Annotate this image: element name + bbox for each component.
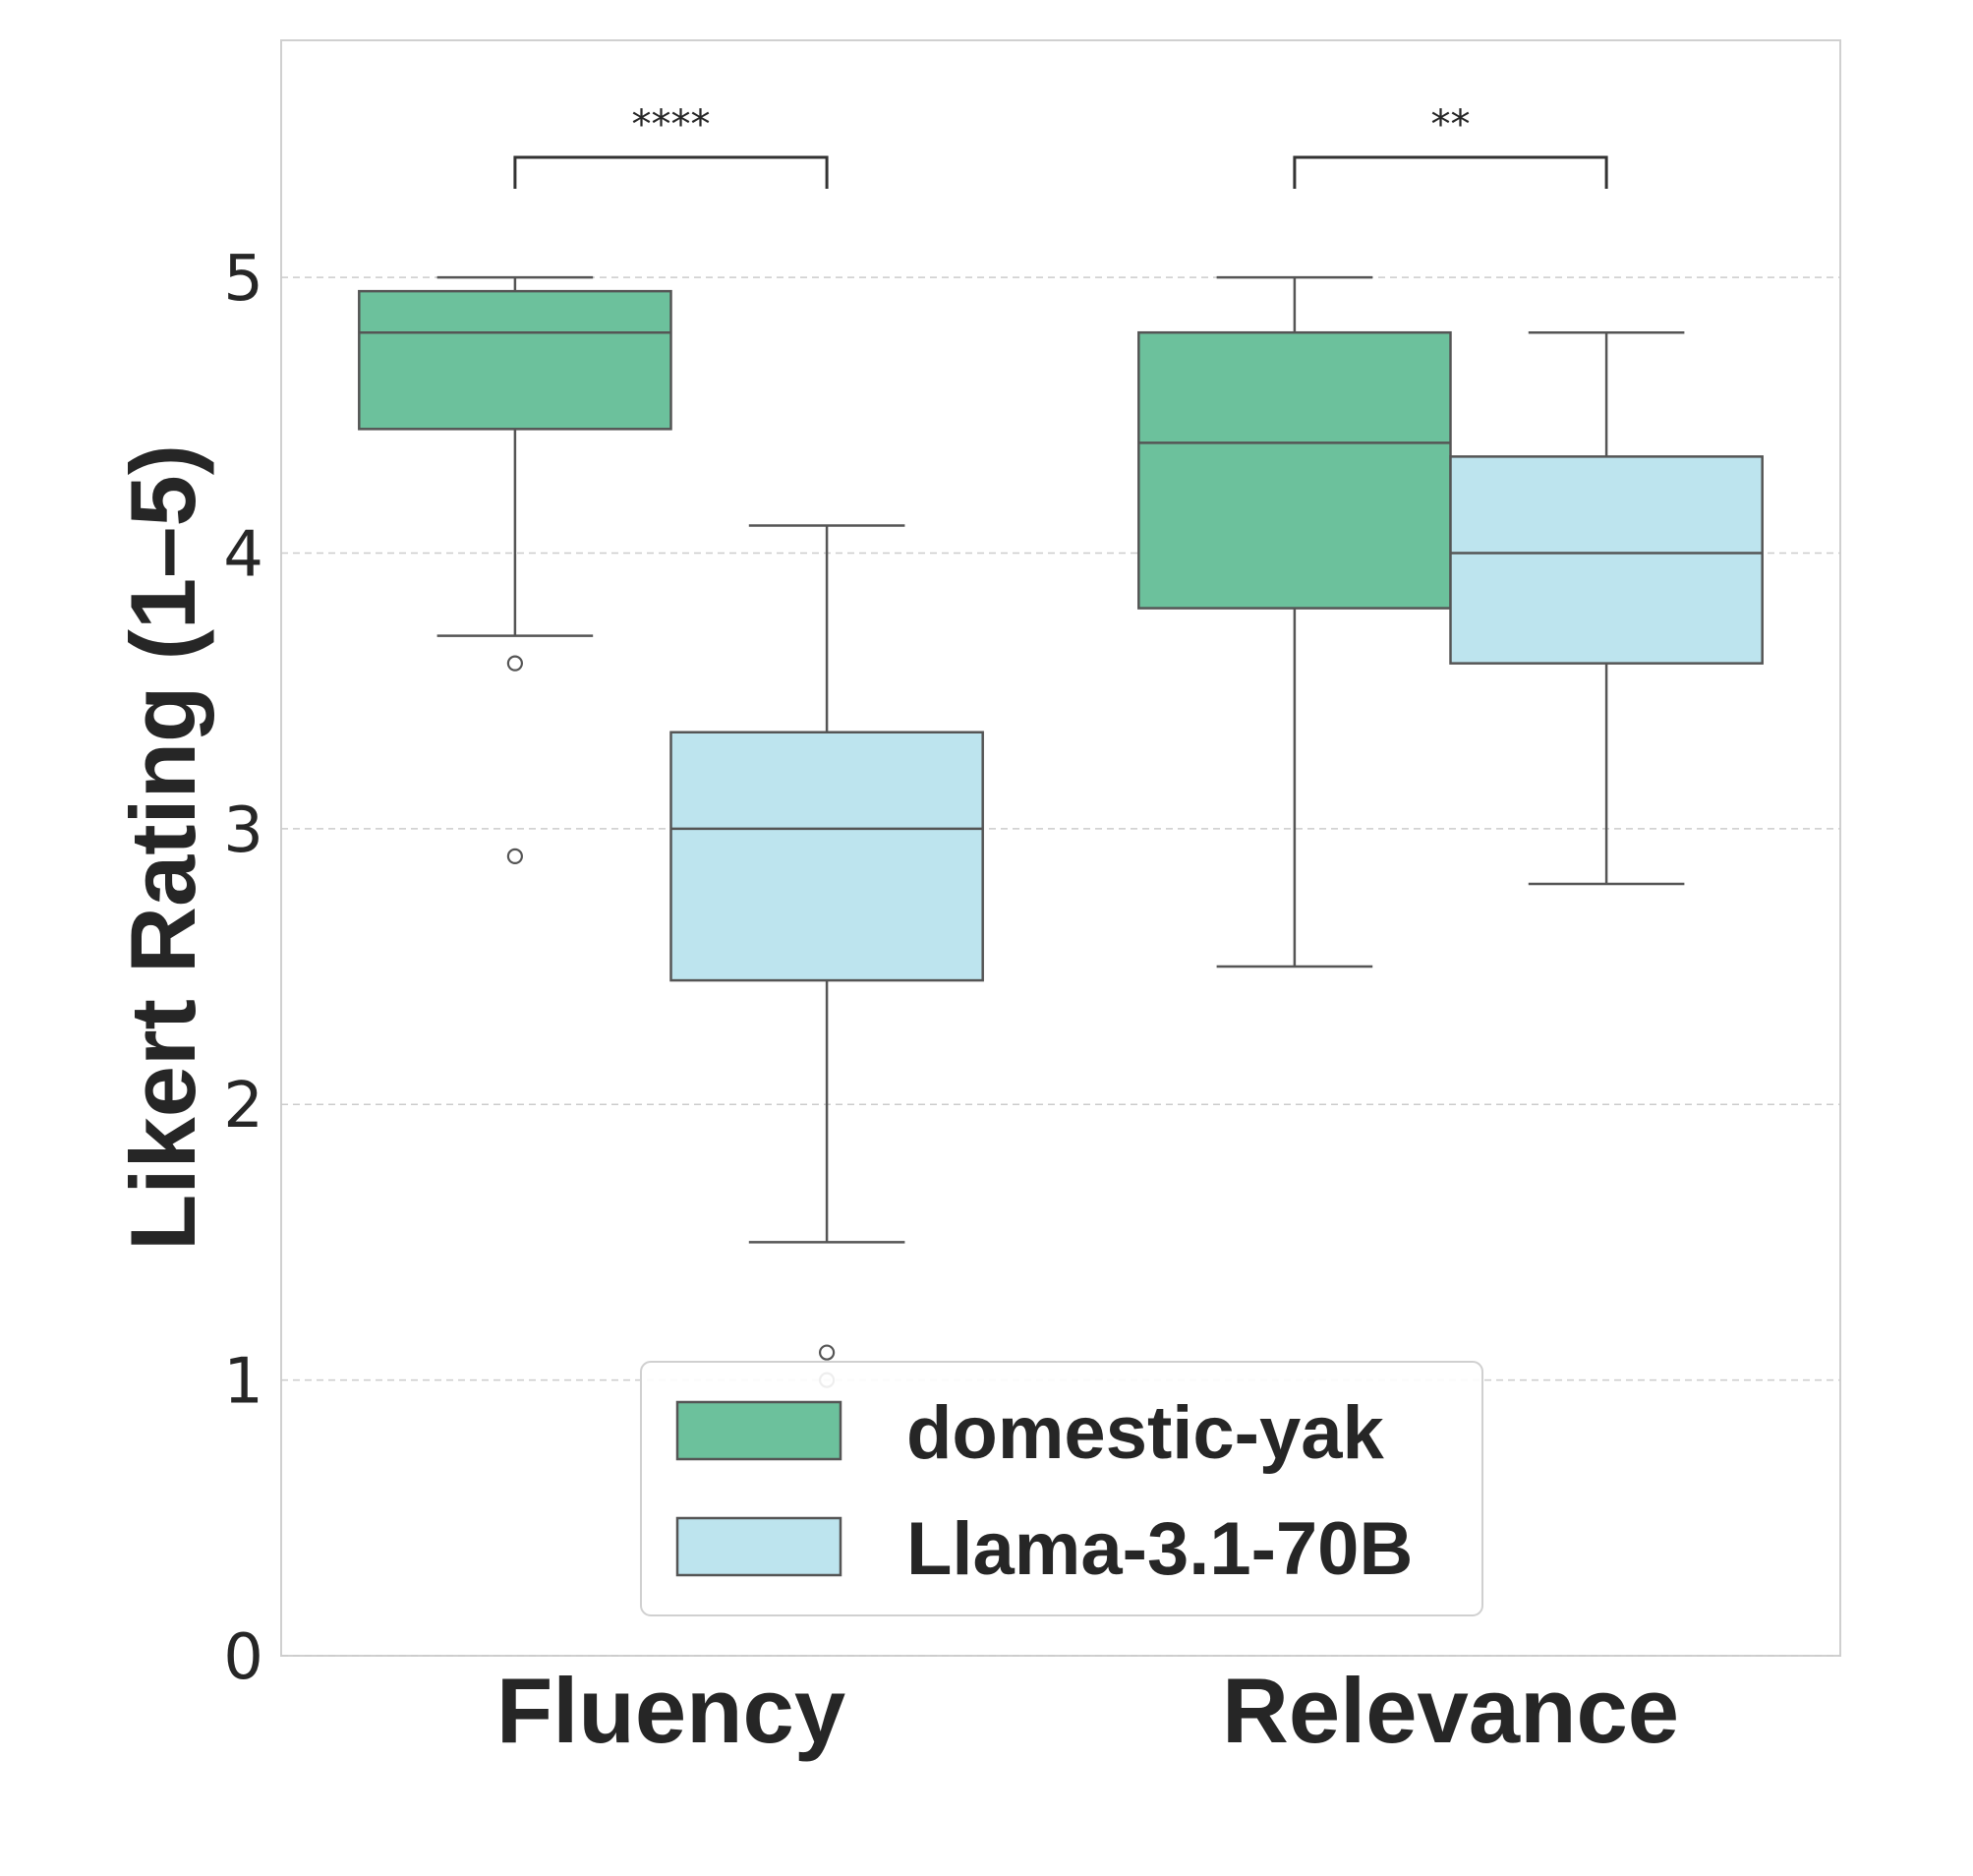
x-category-label: Fluency (496, 1659, 845, 1762)
y-axis-title: Likert Rating (1–5) (111, 444, 214, 1251)
y-tick-label: 5 (223, 243, 263, 316)
significance-label: ** (1431, 102, 1471, 147)
legend-swatch (675, 1400, 842, 1461)
box-1-0 (1137, 275, 1452, 968)
y-tick-label: 3 (223, 794, 263, 867)
significance-bracket: **** (513, 102, 829, 189)
bracket-line (513, 155, 829, 189)
legend-swatch (675, 1516, 842, 1577)
box-series (358, 275, 1764, 1388)
y-tick-label: 2 (223, 1070, 263, 1143)
significance-annotations: **** ** (513, 102, 1608, 189)
legend-label: Llama-3.1-70B (906, 1507, 1413, 1591)
box-0-1 (669, 524, 984, 1388)
legend: domestic-yak Llama-3.1-70B (640, 1361, 1483, 1616)
legend-frame (640, 1361, 1483, 1616)
box-iqr (1137, 330, 1452, 610)
bracket-line (1293, 155, 1608, 189)
outlier-point (506, 848, 524, 865)
y-tick-label: 4 (223, 518, 263, 591)
box-iqr (1449, 455, 1764, 665)
y-tick-label: 0 (223, 1621, 263, 1694)
box-1-1 (1449, 330, 1764, 886)
box-iqr (358, 289, 672, 431)
outlier-point (818, 1344, 836, 1361)
x-category-labels: Fluency Relevance (496, 1659, 1679, 1762)
grid-lines (281, 276, 1840, 1657)
box-iqr (669, 731, 984, 982)
legend-label: domestic-yak (906, 1391, 1384, 1475)
y-tick-labels: 0 1 2 3 4 5 (223, 243, 263, 1694)
significance-label: **** (632, 102, 711, 147)
box-0-0 (358, 275, 672, 865)
y-tick-label: 1 (223, 1346, 263, 1419)
outlier-point (506, 655, 524, 672)
significance-bracket: ** (1293, 102, 1608, 189)
x-category-label: Relevance (1222, 1659, 1679, 1762)
